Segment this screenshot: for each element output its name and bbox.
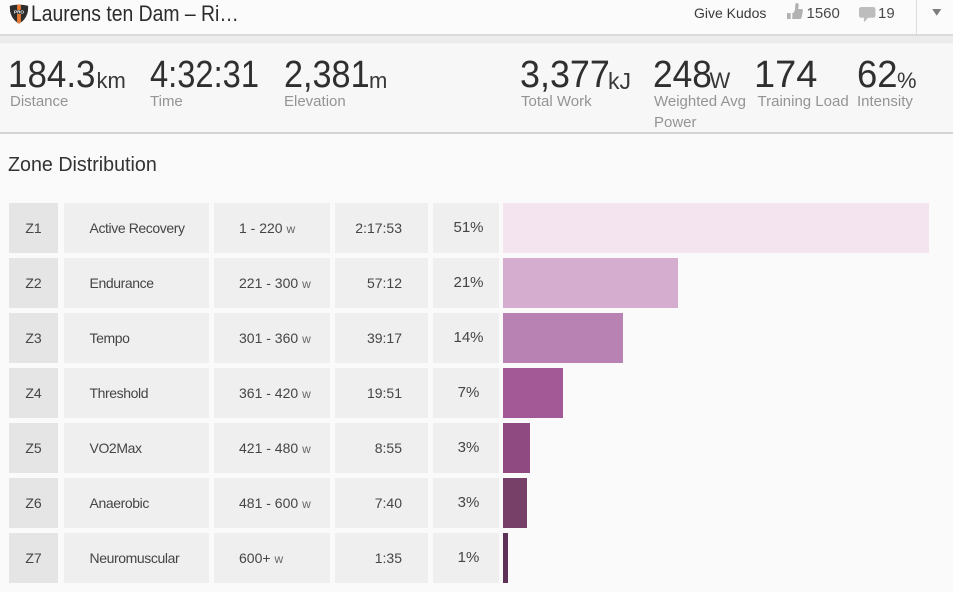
svg-text:PRO: PRO	[14, 9, 24, 14]
